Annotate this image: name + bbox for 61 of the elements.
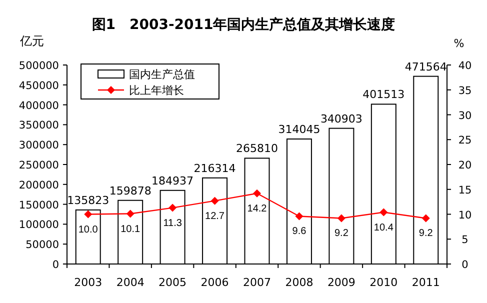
point — [337, 214, 346, 222]
data-label: 10.0 — [78, 224, 98, 236]
x-tick-label: 2006 — [200, 276, 229, 289]
data-label: 265810 — [236, 142, 278, 156]
chart-title: 图1 2003-2011年国内生产总值及其增长速度 — [92, 16, 396, 33]
data-label: 216314 — [194, 162, 236, 175]
point — [422, 214, 430, 222]
point — [380, 208, 388, 216]
data-label: 10.4 — [374, 222, 394, 234]
x-tick-label: 2009 — [327, 276, 356, 289]
data-label: 159878 — [109, 184, 152, 198]
x-tick-label: 2004 — [116, 276, 144, 289]
y-tick-label: 500000 — [18, 60, 59, 72]
data-label: 9.2 — [418, 228, 434, 240]
point — [126, 210, 134, 218]
y2-tick-label: 40 — [458, 60, 472, 72]
data-label: 10.1 — [120, 224, 140, 235]
y-tick-label: 350000 — [18, 120, 59, 132]
data-label: 12.7 — [205, 210, 225, 222]
y-tick-label: 100000 — [18, 219, 59, 232]
point — [168, 204, 177, 212]
data-label: 314045 — [278, 123, 320, 136]
y2-tick-label: 35 — [458, 84, 472, 97]
point — [253, 189, 261, 198]
y2-axis-title: % — [454, 37, 464, 50]
data-label: 135823 — [67, 194, 110, 207]
data-label: 11.3 — [163, 218, 182, 229]
x-tick-label: 2011 — [412, 276, 440, 289]
data-label: 340903 — [320, 112, 362, 126]
x-tick-label: 2005 — [158, 276, 187, 289]
y-tick-label: 450000 — [18, 80, 59, 92]
y-tick-label: 250000 — [18, 160, 59, 172]
y2-tick-label: 15 — [458, 184, 472, 196]
y-tick-label: 150000 — [18, 199, 59, 212]
y-axis-title: 亿元 — [19, 34, 44, 48]
legend-label: 比上年增长 — [129, 84, 184, 97]
y-tick-label: 50000 — [26, 239, 59, 252]
x-tick-label: 2010 — [370, 276, 398, 289]
data-label: 184937 — [152, 174, 194, 188]
data-label: 14.2 — [247, 203, 268, 214]
y-tick-label: 300000 — [18, 140, 59, 152]
y-tick-label: 200000 — [18, 179, 59, 192]
y2-tick-label: 5 — [462, 234, 468, 246]
y2-tick-label: 0 — [462, 259, 468, 271]
legend-label: 国内生产总值 — [129, 68, 195, 81]
y2-tick-label: 30 — [458, 110, 472, 122]
point — [84, 210, 92, 218]
y-tick-label: 0 — [52, 259, 59, 271]
y2-tick-label: 10 — [458, 209, 472, 222]
point — [295, 212, 304, 220]
data-label: 471564 — [404, 60, 447, 74]
y-tick-label: 400000 — [18, 100, 59, 112]
x-tick-label: 2003 — [74, 276, 102, 289]
data-label: 9.6 — [292, 226, 307, 238]
point — [210, 196, 219, 205]
y2-tick-label: 20 — [458, 160, 472, 172]
data-label: 9.2 — [334, 228, 349, 240]
x-tick-label: 2008 — [285, 276, 314, 289]
x-tick-label: 2007 — [243, 276, 271, 289]
y2-tick-label: 25 — [458, 134, 472, 147]
data-label: 401513 — [362, 88, 405, 102]
